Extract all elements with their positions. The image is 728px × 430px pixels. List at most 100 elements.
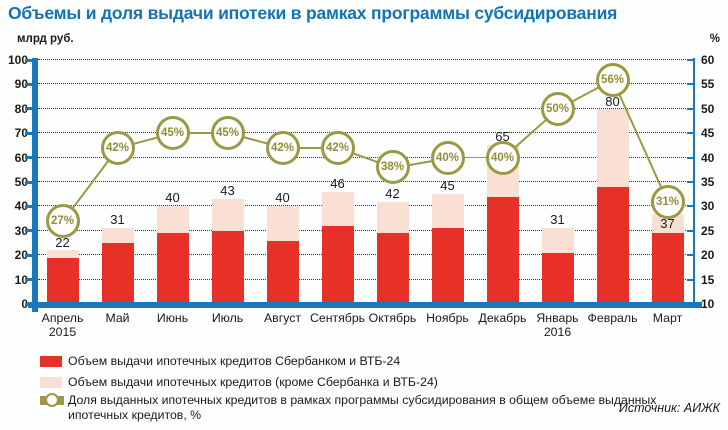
left-axis-unit: млрд руб.: [17, 33, 74, 45]
left-axis-tick-label: 20: [14, 248, 28, 263]
legend-label: Объем выдачи ипотечных кредитов (кроме С…: [68, 375, 438, 389]
right-axis-tick: [687, 132, 694, 135]
left-axis-tick-label: 0: [2, 297, 28, 311]
share-percent-marker: 56%: [595, 62, 630, 97]
x-axis-label: Апрель 2015: [41, 311, 84, 339]
left-axis-tick: [25, 107, 32, 111]
share-percent-marker: 42%: [100, 130, 135, 165]
left-axis-tick-label: 100: [7, 53, 28, 67]
legend-item-other-banks: Объем выдачи ипотечных кредитов (кроме С…: [40, 375, 438, 390]
right-axis-tick: [687, 59, 694, 61]
bar-segment-other: [211, 199, 244, 231]
share-percent-marker: 42%: [320, 130, 355, 165]
chart-title: Объемы и доля выдачи ипотеки в рамках пр…: [8, 3, 618, 23]
right-axis-tick-label: 15: [701, 272, 715, 287]
legend-item-subsidy-share: Доля выданных ипотечных кредитов в рамка…: [40, 393, 668, 423]
left-axis-tick-label: 90: [14, 77, 28, 92]
bar-segment-sber-vtb: [541, 252, 574, 306]
x-axis-label: Июнь: [156, 311, 189, 325]
right-axis-tick-label: 40: [701, 150, 715, 165]
share-percent-marker: 38%: [375, 150, 410, 185]
left-axis-tick: [25, 278, 32, 282]
bar-total-label: 46: [330, 175, 345, 191]
bar-segment-sber-vtb: [266, 240, 299, 306]
x-axis-label: Март: [652, 311, 683, 325]
bar-segment-sber-vtb: [596, 186, 629, 306]
right-axis-tick: [687, 83, 694, 86]
right-axis-tick: [687, 254, 694, 257]
bar-segment-sber-vtb: [431, 228, 464, 306]
left-axis-tick-label: 10: [14, 272, 28, 287]
source-note: Источник: АИЖК: [618, 401, 720, 415]
x-axis-baseline: [28, 302, 702, 308]
gridline: [38, 59, 694, 60]
bar-segment-sber-vtb: [376, 233, 409, 306]
y-axis-left: [32, 58, 38, 312]
bar-segment-sber-vtb: [211, 230, 244, 306]
right-axis-tick-label: 20: [701, 248, 715, 263]
gridline: [38, 132, 694, 134]
line-marker-icon: [40, 393, 64, 407]
bar-total-label: 40: [275, 190, 290, 206]
x-axis-label: Август: [263, 311, 301, 325]
bar-segment-other: [376, 201, 409, 234]
bar-segment-sber-vtb: [321, 225, 354, 306]
gridline: [38, 229, 694, 231]
legend-item-sber-vtb: Объем выдачи ипотечных кредитов Сбербанк…: [40, 354, 400, 369]
share-percent-marker: 45%: [155, 116, 190, 151]
right-axis-tick: [687, 181, 694, 183]
bar-total-label: 22: [55, 235, 70, 251]
right-axis-tick-label: 60: [701, 53, 715, 67]
share-percent-marker: 40%: [485, 140, 520, 175]
x-axis-label: Сентябрь: [310, 311, 366, 325]
bar-segment-other: [156, 206, 189, 234]
share-percent-marker: 42%: [265, 130, 300, 165]
bar-segment-other: [541, 228, 574, 253]
gridline: [38, 254, 694, 256]
right-axis-tick-label: 55: [701, 77, 715, 92]
left-axis-tick-label: 40: [14, 199, 28, 214]
share-line-segment: [282, 147, 338, 149]
bar-total-label: 31: [110, 212, 125, 228]
bar-segment-sber-vtb: [651, 233, 684, 306]
left-axis-tick: [25, 204, 32, 208]
left-axis-tick: [25, 82, 32, 86]
x-axis-label: Июль: [211, 311, 244, 325]
bar-segment-other: [321, 191, 354, 226]
right-axis-tick: [687, 156, 694, 159]
share-line-segment: [172, 132, 228, 134]
bar-total-label: 80: [605, 93, 620, 109]
gridline: [38, 205, 694, 207]
bar-segment-other: [431, 194, 464, 229]
gridline: [38, 181, 694, 182]
left-axis-tick-label: 50: [14, 175, 28, 189]
gridline: [38, 107, 694, 109]
left-axis-tick: [25, 131, 32, 135]
right-axis-unit: %: [709, 33, 720, 45]
right-axis-tick: [687, 278, 694, 281]
bar-segment-other: [266, 206, 299, 241]
bar-segment-other: [46, 250, 79, 258]
share-line-segment: [447, 156, 503, 159]
left-axis-tick: [25, 156, 32, 160]
bar-segment-sber-vtb: [486, 196, 519, 306]
bar-total-label: 45: [440, 178, 455, 194]
share-percent-marker: 31%: [650, 184, 685, 219]
right-axis-tick-label: 50: [701, 101, 715, 116]
left-axis-tick: [25, 58, 32, 62]
x-axis-label: Декабрь: [478, 311, 527, 325]
left-axis-tick-label: 70: [14, 126, 28, 141]
gridline: [38, 83, 694, 85]
x-axis-label: Ноябрь: [426, 311, 469, 325]
bar-total-label: 31: [550, 212, 565, 228]
bar-segment-other: [651, 213, 684, 234]
bar-total-label: 40: [165, 190, 180, 206]
x-axis-label: Октябрь: [368, 311, 417, 325]
bar-segment-other: [596, 108, 629, 187]
bar-total-label: 37: [660, 215, 675, 231]
left-axis-tick-label: 60: [14, 150, 28, 165]
right-axis-tick: [687, 229, 694, 232]
legend-label: Доля выданных ипотечных кредитов в рамка…: [68, 393, 657, 422]
y-axis-right: [693, 58, 695, 308]
